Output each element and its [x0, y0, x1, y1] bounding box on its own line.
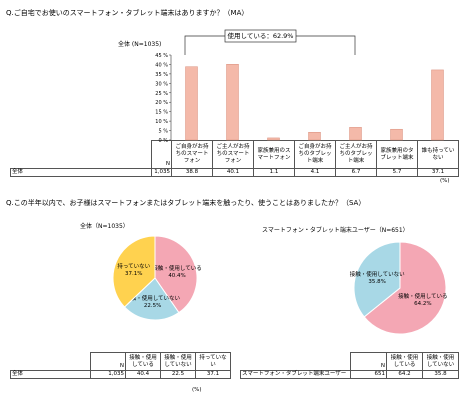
y-tick-label: 15 %: [155, 110, 168, 116]
cell: 37.1: [417, 168, 459, 177]
pie-slice: [154, 235, 198, 314]
category: ご自身がお持ちのタブレット端末: [294, 140, 336, 169]
bar: [226, 64, 239, 141]
slice-label: 接触・使用していない: [350, 270, 405, 278]
y-tick-label: 10 %: [155, 119, 168, 125]
y-tick-label: 5 %: [158, 129, 168, 135]
cell: 37.1: [195, 370, 231, 379]
slice-value: 22.5%: [144, 303, 161, 309]
y-tick-label: 0 %: [158, 138, 168, 144]
category: 接触・使用していない: [422, 352, 459, 371]
cell: 35.8: [422, 370, 459, 379]
bar-subtitle: 全体 (N=1035): [118, 40, 161, 48]
unit: (%): [192, 387, 202, 393]
bar: [267, 137, 280, 141]
slice-label: 接触・使用している: [152, 264, 201, 272]
bar: [185, 66, 198, 141]
y-tick-label: 30 %: [155, 81, 168, 87]
y-tick-label: 40 %: [155, 62, 168, 68]
pie2-title: スマートフォン・タブレット端末ユーザー（N=651）: [262, 226, 409, 234]
slice-value: 35.8%: [368, 279, 385, 285]
pie-slice: [363, 241, 447, 335]
slice-label: 接触・使用していない: [125, 294, 180, 302]
bar-table: N ご自身がお持ちのスマートフォン ご主人がお持ちのスマートフォン 家族兼用のス…: [10, 140, 459, 177]
pie1-table: N 接触・使用している 接触・使用していない 持っていない 全体 1,035 40…: [10, 352, 231, 379]
pie-slice: [353, 241, 401, 318]
slice-value: 40.4%: [168, 273, 185, 279]
bar: [431, 69, 444, 141]
pie-slice: [112, 235, 156, 308]
unit: (%): [440, 178, 450, 184]
annotation: 使用している：62.9%: [228, 31, 294, 40]
y-tick-label: 45 %: [155, 53, 168, 59]
bar: [308, 132, 321, 141]
y-tick-label: 35 %: [155, 72, 168, 78]
y-tick-label: 20 %: [155, 100, 168, 106]
category: 家族兼用のタブレット端末: [376, 140, 418, 169]
bracket: [184, 35, 356, 55]
y-tick-label: 25 %: [155, 91, 168, 97]
pie1-title: 全体（N=1035）: [80, 222, 129, 230]
slice-value: 64.2%: [414, 301, 431, 307]
category: ご主人がお持ちのタブレット端末: [335, 140, 377, 169]
slice-label: 接触・使用している: [398, 292, 447, 300]
annotation-box: [224, 29, 297, 43]
category: 家族兼用のスマートフォン: [253, 140, 295, 169]
question-1: Q.ご自宅でお使いのスマートフォン・タブレット端末はありますか？（MA）: [6, 9, 249, 17]
slice-label: 持っていない: [117, 262, 150, 270]
slice-value: 37.1%: [125, 271, 142, 277]
pie-slice: [123, 277, 180, 321]
bar: [390, 128, 403, 141]
pie2-table: N 接触・使用している 接触・使用していない スマートフォン・タブレット端末ユー…: [240, 352, 459, 379]
category: 誰も持っていない: [417, 140, 459, 169]
bar: [349, 127, 362, 141]
question-2: Q.この半年以内で、お子様はスマートフォンまたはタブレット端末を触ったり、使うこ…: [6, 199, 366, 207]
